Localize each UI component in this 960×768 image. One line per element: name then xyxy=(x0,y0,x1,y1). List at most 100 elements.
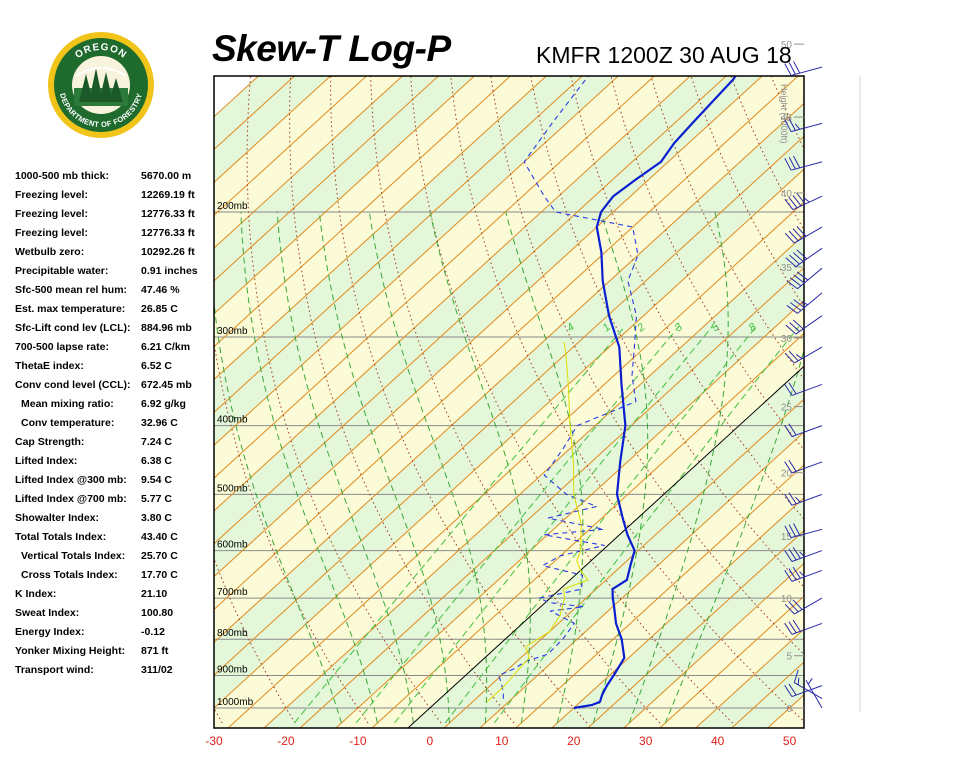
isotherm-line xyxy=(443,398,804,728)
index-label: Transport wind: xyxy=(15,664,94,676)
index-row: Wetbulb zero: 10292.26 ft xyxy=(15,246,215,265)
isotherm-line xyxy=(214,76,512,348)
height-tick-label: 25 xyxy=(781,403,793,414)
index-value: 6.38 C xyxy=(141,455,172,467)
index-value: -0.12 xyxy=(141,626,165,638)
index-row: Lifted Index @700 mb: 5.77 C xyxy=(15,493,215,512)
wind-barb xyxy=(784,226,823,244)
wind-barb xyxy=(784,459,823,474)
index-value: 672.45 mb xyxy=(141,379,192,391)
dry-adiabat xyxy=(289,76,515,724)
index-row: Yonker Mixing Height: 871 ft xyxy=(15,645,215,664)
index-value: 5.77 C xyxy=(141,493,172,505)
x-tick-label: -30 xyxy=(205,734,223,748)
pressure-label: 900mb xyxy=(217,665,248,676)
index-value: 12776.33 ft xyxy=(141,208,195,220)
isotherm-line xyxy=(214,76,619,446)
index-label: K Index: xyxy=(15,588,57,600)
index-value: 3.80 C xyxy=(141,512,172,524)
isotherm-line xyxy=(623,562,804,728)
isotherm-line xyxy=(802,727,804,728)
dry-adiabat xyxy=(410,76,734,724)
isotherm-line xyxy=(214,76,655,479)
wind-barb xyxy=(784,423,823,438)
isotherm-line xyxy=(214,76,727,545)
index-row: Lifted Index @300 mb: 9.54 C xyxy=(15,474,215,493)
index-label: Total Totals Index: xyxy=(15,531,107,543)
index-label: 700-500 lapse rate: xyxy=(15,341,109,353)
index-label: Freezing level: xyxy=(15,208,88,220)
x-tick-label: 20 xyxy=(567,734,581,748)
oregon-forestry-logo: OREGON DEPARTMENT OF FORESTRY xyxy=(46,30,156,140)
height-tick-label: 20 xyxy=(781,469,793,480)
index-label: Sfc-500 mean rel hum: xyxy=(15,284,128,296)
x-tick-label: 30 xyxy=(639,734,653,748)
index-row: Sfc-Lift cond lev (LCL): 884.96 mb xyxy=(15,322,215,341)
index-label: Wetbulb zero: xyxy=(15,246,85,258)
wind-barb xyxy=(805,678,823,709)
pressure-label: 700mb xyxy=(217,587,248,598)
dewpoint-line xyxy=(497,76,639,699)
index-label: Est. max temperature: xyxy=(15,303,126,315)
wind-barb xyxy=(784,346,823,364)
mixing-ratio-line xyxy=(355,326,680,724)
index-label: Mean mixing ratio: xyxy=(21,398,114,410)
wind-barb xyxy=(785,247,823,268)
index-label: Sfc-Lift cond lev (LCL): xyxy=(15,322,131,334)
index-value: 100.80 xyxy=(141,607,174,619)
index-row: Conv temperature: 32.96 C xyxy=(15,417,215,436)
index-value: 871 ft xyxy=(141,645,169,657)
dry-adiabat xyxy=(450,76,804,723)
isotherm-line xyxy=(227,201,804,728)
moist-adiabat xyxy=(664,348,804,724)
isotherm-line xyxy=(214,76,548,381)
index-label: Vertical Totals Index: xyxy=(21,550,126,562)
wind-barb xyxy=(784,492,823,506)
pressure-label: 800mb xyxy=(217,628,248,639)
index-label: Lifted Index: xyxy=(15,455,78,467)
wind-barb xyxy=(784,61,823,76)
moist-adiabat xyxy=(318,211,450,724)
station-datetime-title: KMFR 1200Z 30 AUG 18 xyxy=(536,42,792,68)
index-label: Freezing level: xyxy=(15,227,88,239)
temperature-line xyxy=(573,76,737,710)
moist-adiabat xyxy=(214,298,342,724)
index-row: Cap Strength: 7.24 C xyxy=(15,436,215,455)
isotherm-line xyxy=(214,76,440,282)
wind-barb xyxy=(784,523,823,539)
mixing-ratio-line xyxy=(394,326,713,724)
index-value: 17.70 C xyxy=(141,569,178,581)
index-value: 10292.26 ft xyxy=(141,246,195,258)
wind-barb xyxy=(784,118,823,133)
index-row: Showalter Index: 3.80 C xyxy=(15,512,215,531)
index-label: Precipitable water: xyxy=(15,265,109,277)
index-label: Energy Index: xyxy=(15,626,85,638)
isotherm-line xyxy=(214,76,332,184)
x-tick-label: 50 xyxy=(783,734,797,748)
dry-adiabat xyxy=(330,76,588,724)
pressure-label: 400mb xyxy=(217,415,248,426)
moist-adiabat xyxy=(276,211,414,724)
isotherm-line xyxy=(214,76,368,216)
wind-barb xyxy=(784,597,823,615)
index-value: 6.92 g/kg xyxy=(141,398,186,410)
pressure-label: 500mb xyxy=(217,483,248,494)
height-tick-label: 15 xyxy=(781,532,793,543)
index-row: Total Totals Index: 43.40 C xyxy=(15,531,215,550)
index-value: 0.91 inches xyxy=(141,265,198,277)
pressure-label: 200mb xyxy=(217,201,248,212)
plot-frame xyxy=(213,75,805,729)
index-label: Sweat Index: xyxy=(15,607,80,619)
x-tick-label: -20 xyxy=(277,734,295,748)
index-row: Est. max temperature: 26.85 C xyxy=(15,303,215,322)
isotherm-line xyxy=(214,168,804,709)
dry-adiabat xyxy=(930,0,960,723)
isotherm-line xyxy=(214,76,584,413)
wind-barb xyxy=(784,683,823,698)
x-tick-label: 10 xyxy=(495,734,509,748)
index-value: 5670.00 m xyxy=(141,170,192,182)
isotherm-line xyxy=(214,135,804,676)
index-value: 884.96 mb xyxy=(141,322,192,334)
index-value: 47.46 % xyxy=(141,284,180,296)
index-label: ThetaE index: xyxy=(15,360,84,372)
